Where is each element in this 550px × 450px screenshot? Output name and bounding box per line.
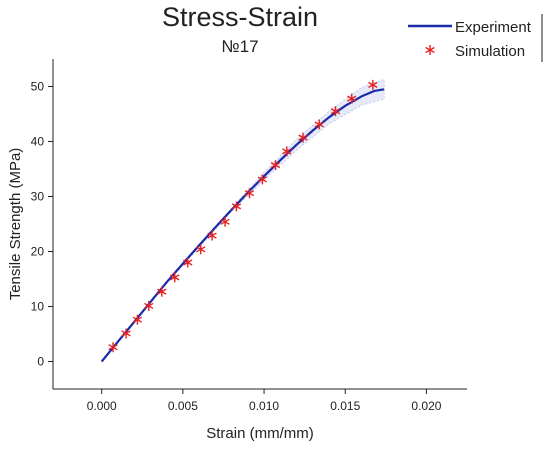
simulation-point <box>231 201 242 212</box>
x-tick-label: 0.000 <box>87 399 117 413</box>
y-tick-label: 30 <box>31 190 45 204</box>
legend: Experiment Simulation <box>408 14 543 62</box>
chart-subtitle: №17 <box>221 37 259 56</box>
confidence-band <box>101 78 385 362</box>
simulation-point <box>244 188 255 199</box>
simulation-point <box>220 216 230 227</box>
simulation-point <box>347 93 357 104</box>
simulation-point <box>270 160 281 171</box>
simulation-point <box>144 300 154 311</box>
y-ticks: 0 10 20 30 40 50 <box>31 80 53 369</box>
x-ticks: 0.000 0.005 0.010 0.015 0.020 <box>87 389 442 413</box>
x-tick-label: 0.005 <box>168 399 198 413</box>
axes <box>52 59 467 390</box>
x-tick-label: 0.015 <box>330 399 360 413</box>
simulation-point <box>183 257 193 268</box>
chart-title: Stress-Strain <box>161 2 319 32</box>
simulation-point <box>170 272 180 283</box>
simulation-point <box>108 342 118 353</box>
simulation-point <box>314 119 324 130</box>
legend-asterisk <box>425 45 435 55</box>
simulation-point <box>282 146 292 157</box>
experiment-series <box>100 88 385 363</box>
simulation-point <box>257 174 268 185</box>
x-tick-label: 0.020 <box>411 399 441 413</box>
simulation-point <box>207 230 217 241</box>
simulation-point <box>330 106 341 117</box>
simulation-point <box>196 244 206 255</box>
y-tick-label: 50 <box>31 80 45 94</box>
y-axis-label: Tensile Strength (MPa) <box>7 148 24 301</box>
y-tick-label: 20 <box>31 245 45 259</box>
simulation-point <box>121 328 131 339</box>
simulation-point <box>157 286 167 297</box>
x-axis-label: Strain (mm/mm) <box>206 425 314 442</box>
legend-simulation-marker <box>425 45 435 55</box>
simulation-series <box>108 79 378 353</box>
simulation-point <box>368 79 378 90</box>
y-tick-label: 40 <box>31 135 45 149</box>
simulation-point <box>132 314 143 325</box>
legend-experiment-label: Experiment <box>455 19 532 36</box>
y-tick-label: 10 <box>31 300 45 314</box>
simulation-point <box>298 132 308 143</box>
confidence-band-area <box>101 78 385 362</box>
experiment-line <box>100 88 385 363</box>
x-tick-label: 0.010 <box>249 399 279 413</box>
legend-simulation-label: Simulation <box>455 43 525 60</box>
y-tick-label: 0 <box>37 355 44 369</box>
